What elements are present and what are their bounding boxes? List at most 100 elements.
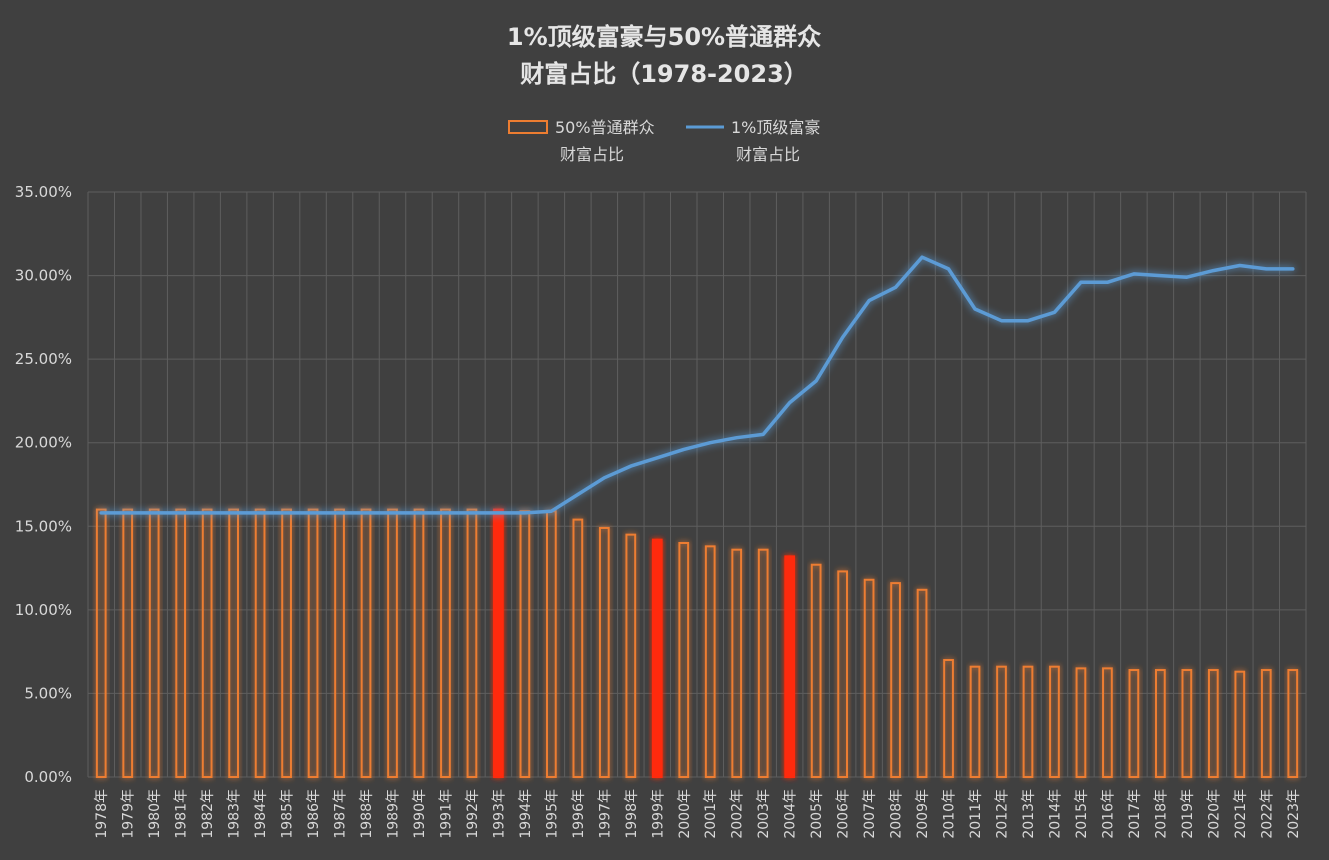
x-tick-label: 1984年	[253, 789, 269, 839]
x-tick-label: 2003年	[756, 789, 772, 839]
bar	[1155, 669, 1166, 778]
bar	[1287, 669, 1299, 778]
x-tick-label: 1995年	[544, 789, 560, 839]
chart-title-line-2: 财富占比（1978-2023）	[520, 60, 808, 88]
bar-highlighted	[784, 555, 796, 778]
bar	[334, 508, 345, 778]
y-tick-label: 10.00%	[15, 601, 72, 619]
bar	[625, 533, 637, 779]
bar	[546, 510, 557, 778]
bar	[228, 508, 239, 778]
gridlines	[87, 191, 1307, 778]
bar	[1207, 669, 1219, 778]
x-tick-label: 2018年	[1153, 789, 1169, 839]
bar	[281, 508, 292, 778]
x-tick-label: 2007年	[862, 789, 878, 839]
bar	[863, 578, 875, 778]
bar	[1128, 669, 1140, 778]
bar	[837, 570, 848, 779]
bar-series	[95, 508, 1299, 779]
y-tick-label: 30.00%	[15, 267, 72, 285]
x-tick-label: 1986年	[306, 789, 322, 839]
x-tick-label: 1993年	[491, 789, 507, 839]
x-tick-label: 2001年	[703, 789, 719, 839]
x-tick-label: 1983年	[227, 789, 243, 839]
bar	[1260, 669, 1272, 778]
x-tick-label: 2022年	[1259, 789, 1275, 839]
x-tick-label: 2006年	[836, 789, 852, 839]
y-tick-label: 25.00%	[15, 350, 72, 368]
bar	[704, 545, 716, 778]
bar-highlighted	[493, 508, 504, 778]
bar	[1234, 670, 1246, 779]
bar	[572, 518, 584, 778]
x-tick-label: 1998年	[624, 789, 640, 839]
bar	[254, 508, 266, 778]
y-tick-label: 35.00%	[15, 183, 72, 201]
x-tick-label: 2010年	[942, 789, 958, 839]
legend-label-bar-line-1: 50%普通群众	[555, 118, 655, 137]
bar	[678, 542, 690, 778]
bar	[1075, 667, 1087, 778]
x-tick-label: 1991年	[438, 789, 454, 839]
line-1pct-wealth-share	[99, 255, 1295, 515]
bar	[387, 508, 398, 778]
x-tick-label: 2015年	[1074, 789, 1090, 839]
bar	[440, 508, 451, 778]
bar	[1022, 665, 1034, 779]
x-tick-label: 1982年	[200, 789, 216, 839]
bar	[969, 665, 981, 779]
legend-label-line-line-1: 1%顶级富豪	[731, 118, 820, 137]
y-tick-label: 0.00%	[24, 768, 72, 786]
x-tick-label: 1979年	[121, 789, 137, 839]
x-tick-label: 1985年	[280, 789, 296, 839]
chart-title-line-1: 1%顶级富豪与50%普通群众	[507, 23, 821, 51]
x-tick-label: 1994年	[518, 789, 534, 839]
bar	[916, 588, 928, 778]
bar	[307, 508, 319, 778]
x-tick-label: 1980年	[147, 789, 163, 839]
x-tick-label: 2012年	[995, 789, 1011, 839]
x-tick-label: 1997年	[597, 789, 613, 839]
bar	[1049, 665, 1060, 779]
chart-title: 1%顶级富豪与50%普通群众 财富占比（1978-2023）	[507, 23, 821, 88]
bar	[466, 508, 478, 778]
x-tick-label: 2009年	[915, 789, 931, 839]
bar	[175, 508, 187, 778]
bar	[890, 582, 901, 778]
bar	[598, 526, 610, 779]
bar	[519, 510, 531, 778]
legend-label-line-line-2: 财富占比	[736, 145, 800, 164]
x-tick-label: 1992年	[465, 789, 481, 839]
legend: 50%普通群众 财富占比 1%顶级富豪 财富占比	[508, 118, 820, 164]
x-tick-label: 2011年	[968, 789, 984, 839]
y-tick-label: 5.00%	[24, 684, 72, 702]
bar-highlighted	[651, 538, 663, 779]
x-tick-label: 2004年	[783, 789, 799, 839]
legend-swatch-bar	[508, 120, 548, 134]
x-tick-label: 2014年	[1047, 789, 1063, 839]
legend-label-bar-line-2: 财富占比	[560, 145, 624, 164]
x-tick-label: 1996年	[571, 789, 587, 839]
bar	[95, 508, 107, 778]
y-tick-label: 15.00%	[15, 517, 72, 535]
bar	[413, 508, 425, 778]
bar	[996, 665, 1007, 779]
x-tick-label: 2013年	[1021, 789, 1037, 839]
bar	[810, 563, 822, 778]
bar	[1102, 667, 1113, 778]
x-tick-label: 2008年	[889, 789, 905, 839]
y-axis-ticks: 0.00% 5.00% 10.00% 15.00% 20.00% 25.00% 30.00%…	[15, 183, 72, 786]
bar	[148, 508, 160, 778]
x-tick-label: 2019年	[1180, 789, 1196, 839]
bar	[731, 548, 743, 779]
x-tick-label: 2023年	[1286, 789, 1302, 839]
x-tick-label: 1987年	[333, 789, 349, 839]
x-tick-label: 2005年	[809, 789, 825, 839]
x-tick-label: 2021年	[1233, 789, 1249, 839]
bar	[201, 508, 213, 778]
line-series	[99, 255, 1295, 515]
y-tick-label: 20.00%	[15, 434, 72, 452]
x-tick-label: 2020年	[1206, 789, 1222, 839]
bar	[122, 508, 134, 778]
